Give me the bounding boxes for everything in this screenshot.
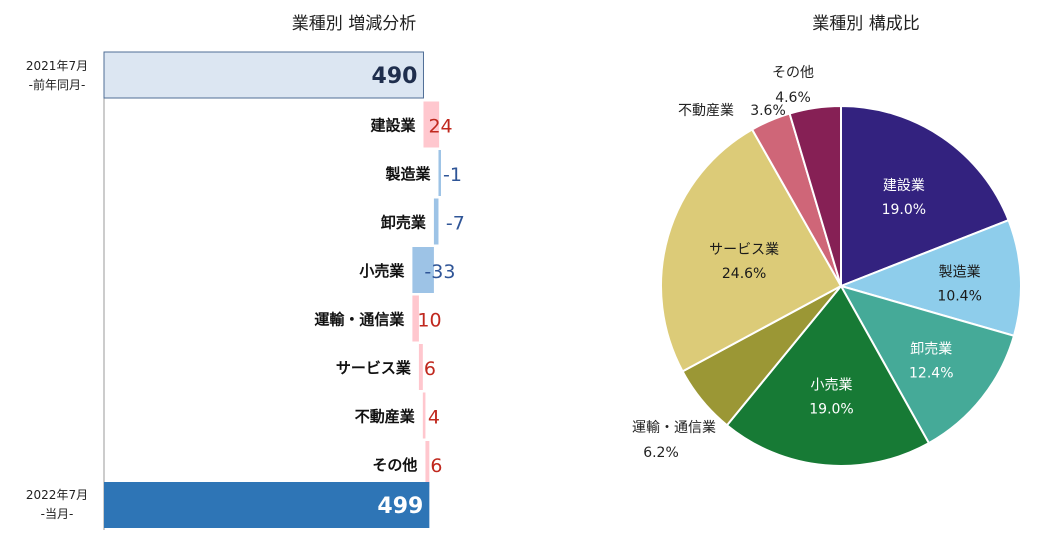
waterfall-bar-end [104, 482, 430, 528]
waterfall-bar [425, 441, 430, 487]
pie-category-label: 運輸・通信業 [632, 420, 716, 436]
waterfall-value-label: -1 [443, 164, 462, 186]
pie-category-label: 卸売業 [910, 342, 952, 358]
waterfall-end-label-line1: 2022年7月 [26, 488, 88, 502]
pie-slice [840, 104, 1010, 288]
pie-value-label: 10.4% [937, 288, 981, 304]
pie-chart: 業種別 構成比 建設業 19.0% 製造業 10.4% 卸売業 12.4% 小売業 19.0%… [632, 14, 1022, 467]
pie-slice [725, 284, 931, 467]
waterfall-bar [433, 198, 439, 245]
waterfall-category-label: その他 [372, 456, 417, 474]
waterfall-title: 業種別 増減分析 [292, 14, 416, 34]
waterfall-value-label: 4 [428, 407, 440, 429]
waterfall-bar [423, 101, 440, 148]
waterfall-end-value: 499 [377, 494, 423, 519]
waterfall-category-label: 不動産業 [355, 408, 416, 426]
waterfall-category-label: 小売業 [359, 262, 405, 280]
pie-category-label: 建設業 [883, 178, 925, 194]
waterfall-bar [438, 150, 441, 196]
pie-value-label: 24.6% [722, 266, 766, 282]
waterfall-value-label: 24 [428, 116, 452, 138]
pie-category-label: 不動産業 [678, 103, 734, 119]
waterfall-start-value: 490 [372, 64, 418, 89]
pie-value-label: 3.6% [750, 103, 786, 119]
pie-slice [788, 104, 842, 287]
waterfall-value-label: 10 [417, 310, 441, 332]
pie-value-label: 19.0% [882, 202, 926, 218]
waterfall-chart: 業種別 増減分析 490 2021年7月 -前年同月- 建設業 24 製造業 -1 卸売業 -7… [26, 14, 465, 530]
pie-value-label: 12.4% [909, 366, 953, 382]
pie-value-label: 19.0% [809, 402, 853, 418]
waterfall-bar [422, 392, 426, 439]
waterfall-start-label-line1: 2021年7月 [26, 59, 88, 73]
waterfall-start-label-line2: -前年同月- [29, 77, 86, 92]
pie-category-label: サービス業 [709, 242, 779, 258]
waterfall-category-label: 運輸・通信業 [314, 311, 405, 329]
waterfall-end-label-line2: -当月- [41, 507, 74, 521]
waterfall-value-label: 6 [424, 358, 436, 380]
pie-title: 業種別 構成比 [812, 14, 919, 34]
pie-category-label: 小売業 [810, 378, 852, 394]
waterfall-value-label: -33 [424, 261, 455, 283]
waterfall-category-label: 製造業 [384, 165, 431, 183]
waterfall-category-label: サービス業 [336, 359, 412, 377]
pie-value-label: 6.2% [643, 445, 679, 461]
waterfall-bar [412, 295, 419, 342]
waterfall-bar [412, 247, 434, 293]
waterfall-value-label: -7 [446, 213, 465, 235]
waterfall-bar-start [103, 51, 424, 99]
waterfall-value-label: 6 [430, 455, 442, 477]
pie-category-label: その他 [772, 65, 814, 81]
pie-category-label: 製造業 [939, 264, 981, 280]
waterfall-category-label: 建設業 [370, 117, 416, 135]
waterfall-category-label: 卸売業 [381, 214, 427, 232]
pie-slice [837, 218, 1022, 338]
pie-slice [660, 128, 843, 373]
pie-slice [838, 284, 1016, 445]
waterfall-bar [418, 344, 423, 390]
pie-value-label: 4.6% [775, 90, 811, 106]
